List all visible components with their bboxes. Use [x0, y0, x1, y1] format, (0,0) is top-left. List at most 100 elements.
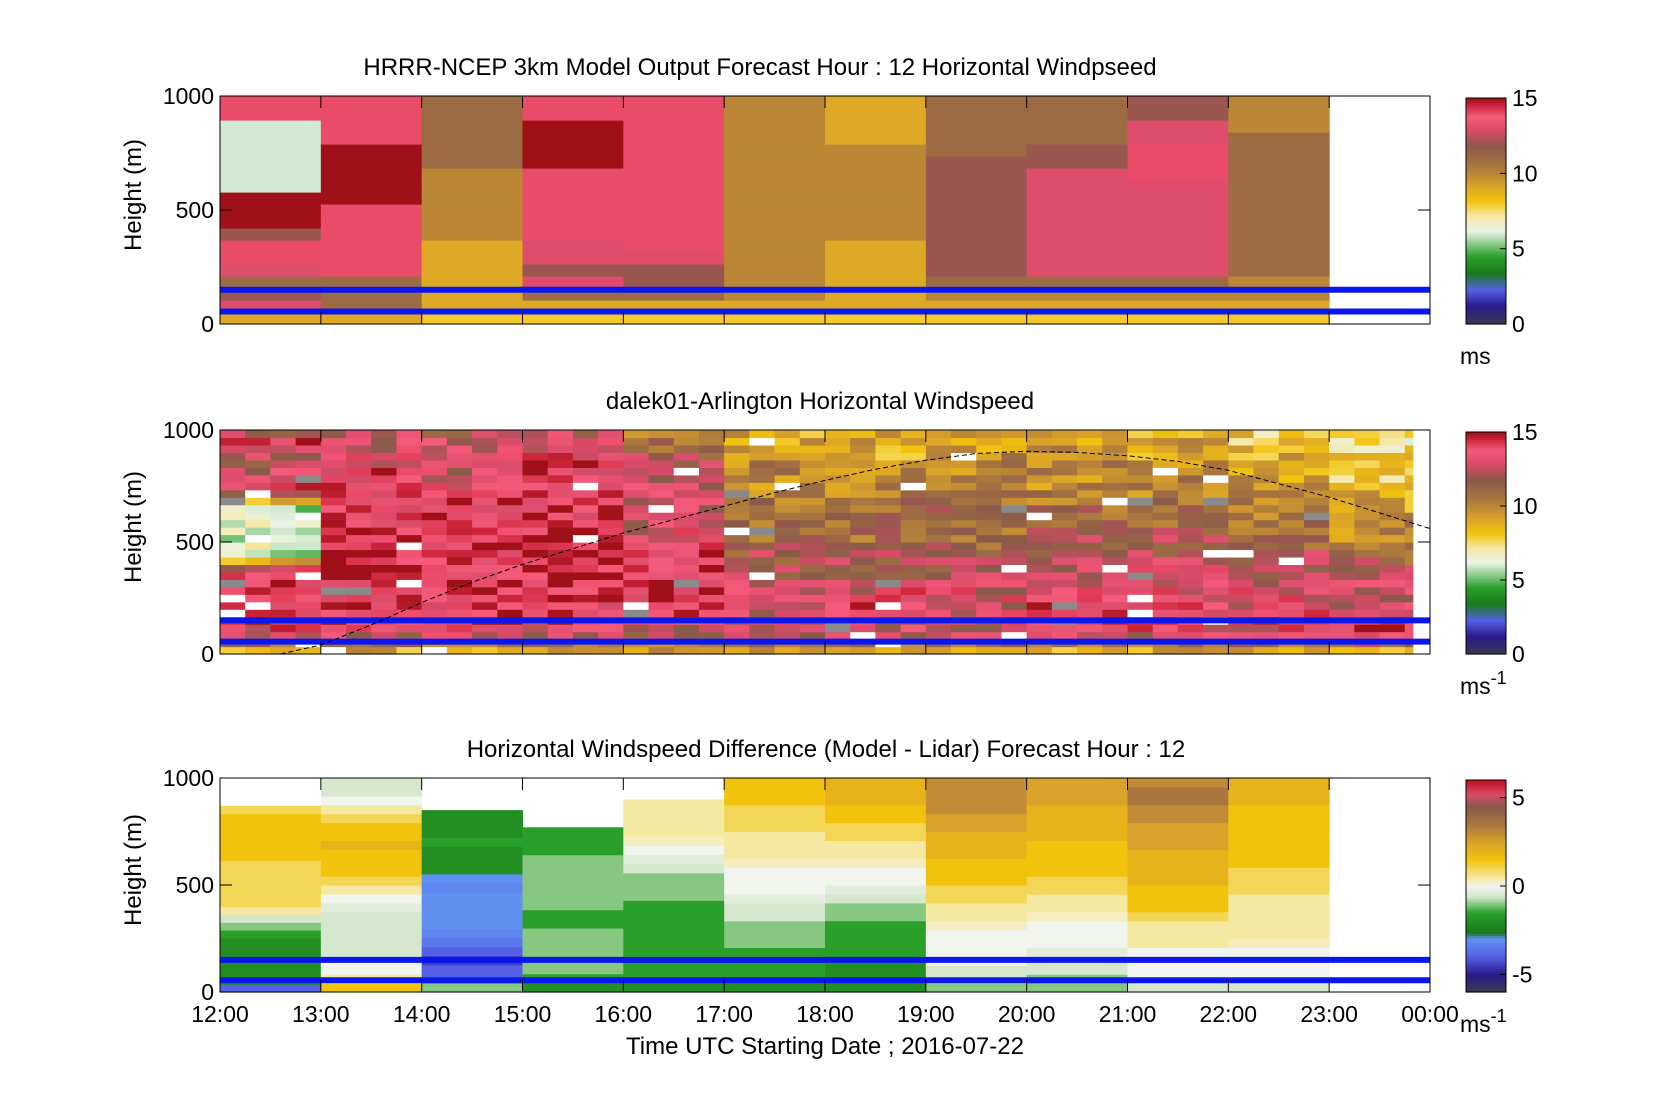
x-tick-label: 00:00: [1401, 1001, 1459, 1027]
heatmap-cell: [295, 579, 322, 588]
heatmap-cell: [925, 108, 1028, 121]
heatmap-cell: [295, 631, 322, 640]
heatmap-cell: [1026, 519, 1053, 528]
heatmap-cell: [1026, 556, 1053, 565]
heatmap-cell: [522, 586, 549, 595]
heatmap-cell: [1379, 512, 1406, 521]
colorbar-unit: ms-1: [1460, 668, 1507, 699]
heatmap-cell: [1001, 482, 1028, 491]
heatmap-cell: [1127, 542, 1154, 551]
colorbar-swatch: [1466, 473, 1506, 477]
heatmap-cell: [1026, 489, 1053, 498]
colorbar-swatch: [1466, 246, 1506, 250]
heatmap-cell: [900, 646, 927, 655]
heatmap-cell: [1303, 527, 1330, 536]
heatmap-cell: [1228, 893, 1330, 904]
heatmap-cell: [799, 624, 826, 633]
heatmap-cell: [220, 937, 322, 947]
heatmap-cell: [623, 826, 725, 837]
heatmap-cell: [900, 556, 927, 565]
heatmap-cell: [497, 489, 523, 498]
heatmap-cell: [925, 813, 1028, 824]
heatmap-cell: [396, 512, 423, 521]
heatmap-cell: [497, 624, 523, 633]
heatmap-cell: [371, 579, 397, 588]
heatmap-cell: [220, 646, 246, 655]
colorbar-swatch: [1466, 238, 1506, 242]
x-tick-label: 19:00: [897, 1001, 955, 1027]
heatmap-cell: [245, 430, 271, 439]
heatmap-cell: [346, 519, 372, 528]
heatmap-cell: [925, 983, 1028, 993]
heatmap-cell: [1329, 646, 1355, 655]
heatmap-cell: [1077, 474, 1103, 483]
heatmap-cell: [446, 586, 473, 595]
heatmap-cell: [1228, 497, 1255, 506]
heatmap-cell: [270, 474, 297, 483]
heatmap-cell: [1379, 586, 1406, 595]
heatmap-cell: [472, 624, 498, 633]
heatmap-cell: [1026, 983, 1128, 993]
heatmap-cell: [698, 467, 725, 476]
heatmap-cell: [623, 564, 650, 573]
heatmap-cell: [446, 564, 473, 573]
heatmap-cell: [346, 452, 372, 461]
heatmap-cell: [648, 504, 675, 513]
colorbar-swatch: [1466, 555, 1506, 559]
colorbar-swatch: [1466, 459, 1506, 463]
heatmap-cell: [295, 452, 322, 461]
heatmap-cell: [925, 831, 1028, 842]
heatmap-cell: [522, 927, 624, 938]
heatmap-cell: [1228, 983, 1330, 993]
heatmap-cell: [1228, 240, 1330, 253]
heatmap-cell: [1303, 579, 1330, 588]
heatmap-cell: [220, 504, 246, 513]
heatmap-cell: [1253, 430, 1280, 439]
heatmap-cell: [1026, 312, 1128, 325]
heatmap-cell: [497, 504, 523, 513]
colorbar-swatch: [1466, 263, 1506, 267]
colorbar-swatch: [1466, 636, 1506, 640]
heatmap-cell: [1354, 571, 1381, 580]
heatmap-cell: [925, 240, 1028, 253]
heatmap-cell: [371, 452, 397, 461]
heatmap-cell: [900, 474, 927, 483]
heatmap-cell: [1228, 813, 1330, 824]
heatmap-cell: [648, 594, 675, 603]
heatmap-cell: [925, 204, 1028, 217]
heatmap-cell: [925, 601, 952, 610]
heatmap-cell: [270, 571, 297, 580]
heatmap-cell: [1051, 586, 1078, 595]
heatmap-cell: [245, 556, 271, 565]
heatmap-cell: [1177, 534, 1204, 543]
heatmap-cell: [1379, 452, 1406, 461]
heatmap-cell: [951, 512, 977, 521]
heatmap-cell: [1026, 564, 1053, 573]
heatmap-cell: [1127, 204, 1229, 217]
heatmap-cell: [522, 946, 624, 956]
colorbar-tick-label: 5: [1512, 236, 1525, 262]
heatmap-cell: [1026, 482, 1053, 491]
heatmap-cell: [724, 631, 750, 640]
heatmap-cell: [749, 519, 776, 528]
heatmap-cell: [799, 631, 826, 640]
colorbar-swatch: [1466, 308, 1506, 313]
heatmap-cell: [875, 497, 902, 506]
heatmap-cell: [371, 512, 397, 521]
heatmap-cell: [850, 527, 876, 536]
heatmap-cell: [522, 144, 624, 157]
heatmap-cell: [1051, 467, 1078, 476]
colorbar-swatch: [1466, 810, 1506, 814]
heatmap-cell: [1253, 549, 1280, 558]
heatmap-cell: [673, 430, 700, 439]
heatmap-cell: [673, 542, 700, 551]
heatmap-cell: [346, 527, 372, 536]
heatmap-cell: [421, 556, 448, 565]
heatmap-cell: [320, 512, 347, 521]
heatmap-cell: [1354, 564, 1381, 573]
heatmap-cell: [951, 571, 977, 580]
heatmap-cell: [799, 497, 826, 506]
heatmap-cell: [245, 631, 271, 640]
heatmap-cell: [825, 542, 851, 551]
